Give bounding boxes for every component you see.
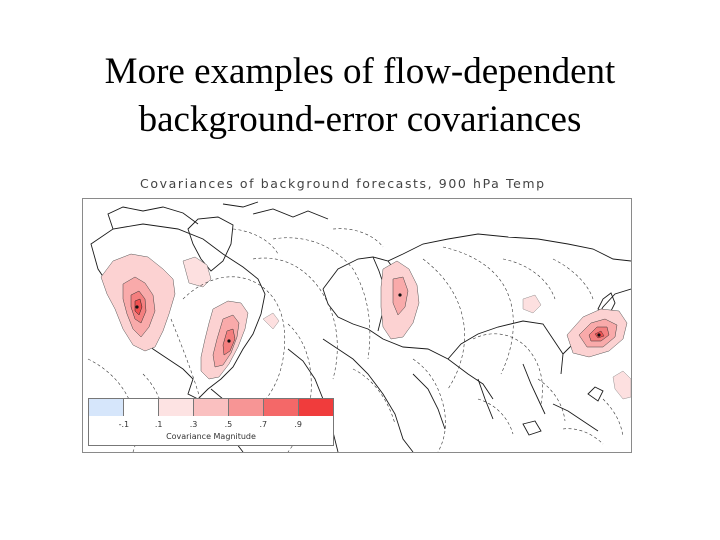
slide-title: More examples of flow-dependent backgrou… bbox=[0, 48, 720, 144]
legend-swatch bbox=[299, 399, 333, 416]
legend-color-bar bbox=[89, 399, 333, 416]
legend-tick-label: .1 bbox=[154, 420, 163, 429]
legend-swatch bbox=[264, 399, 299, 416]
legend-swatch bbox=[124, 399, 159, 416]
center-markers bbox=[135, 293, 601, 343]
color-legend: -.1 .1 .3 .5 .7 .9 Covariance Magnitude bbox=[88, 398, 334, 446]
legend-tick-label: .7 bbox=[259, 420, 268, 429]
legend-swatch bbox=[159, 399, 194, 416]
legend-tick-label: .5 bbox=[224, 420, 233, 429]
legend-swatch bbox=[194, 399, 229, 416]
slide-title-line-1: More examples of flow-dependent bbox=[104, 51, 616, 92]
slide-title-line-2: background-error covariances bbox=[138, 99, 582, 140]
legend-tick-label: -.1 bbox=[118, 420, 130, 429]
legend-label: Covariance Magnitude bbox=[166, 432, 256, 441]
covariance-shading bbox=[100, 253, 631, 400]
legend-swatch bbox=[229, 399, 264, 416]
figure-title: Covariances of background forecasts, 900… bbox=[140, 176, 546, 191]
map-canvas bbox=[87, 201, 631, 452]
legend-tick-label: .3 bbox=[189, 420, 198, 429]
legend-swatch bbox=[89, 399, 124, 416]
legend-ticks: -.1 .1 .3 .5 .7 .9 bbox=[89, 420, 333, 432]
legend-tick-label: .9 bbox=[294, 420, 302, 429]
